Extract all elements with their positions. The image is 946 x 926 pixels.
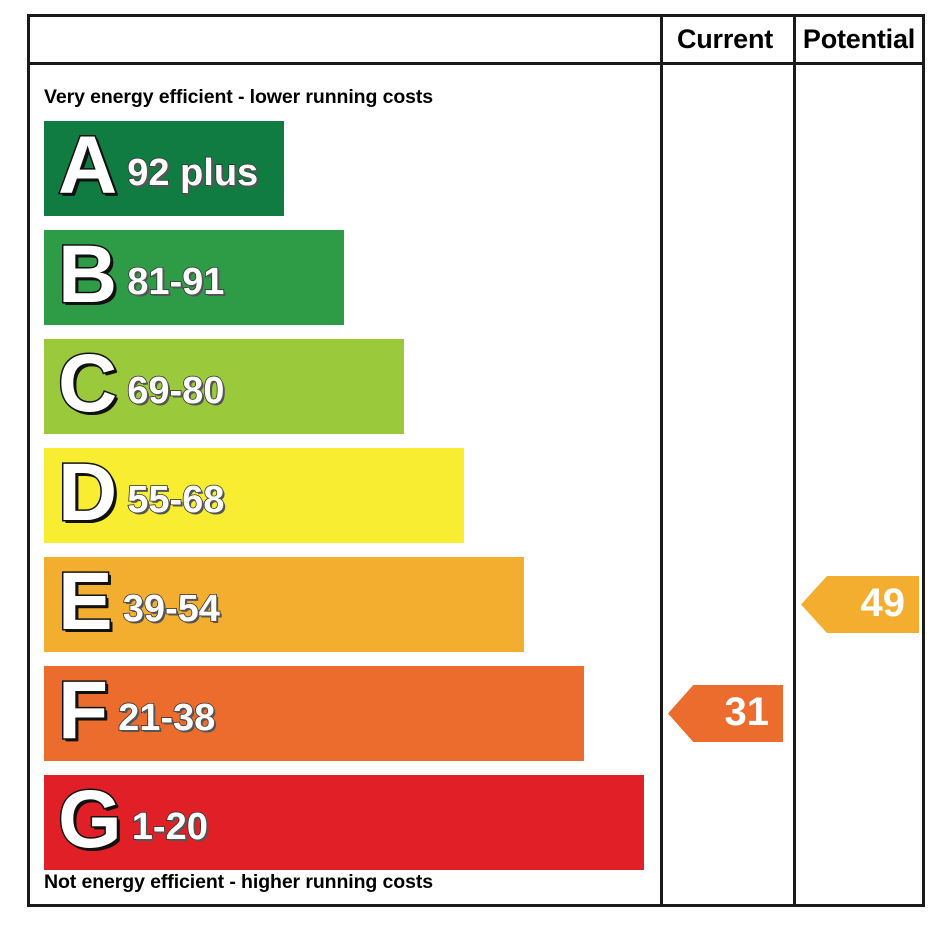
header-blank-cell	[30, 17, 660, 62]
band-letter-e: E	[57, 555, 115, 647]
top-efficiency-note: Very energy efficient - lower running co…	[44, 86, 434, 108]
energy-efficiency-rating-chart: Current Potential Very energy efficient …	[27, 14, 925, 907]
band-letter-c: C	[56, 337, 118, 429]
band-range-b: 81-91	[126, 260, 225, 304]
band-letter-b: B	[56, 228, 118, 320]
band-row-c: C 69-80	[44, 339, 404, 434]
band-letter-f: F	[56, 664, 109, 756]
band-range-c: 69-80	[126, 369, 225, 413]
band-row-b: B 81-91	[44, 230, 344, 325]
header-potential-label: Potential	[802, 24, 916, 54]
bottom-efficiency-note: Not energy efficient - higher running co…	[44, 871, 433, 893]
band-letter-d: D	[56, 446, 118, 538]
band-range-e: 39-54	[122, 587, 221, 631]
column-divider-current	[660, 17, 663, 904]
band-row-f: F 21-38	[44, 666, 584, 761]
rating-bands-panel: Very energy efficient - lower running co…	[30, 65, 660, 904]
column-divider-potential	[793, 17, 796, 904]
band-range-d: 55-68	[126, 478, 225, 522]
potential-rating-value: 49	[860, 581, 906, 625]
band-row-g: G 1-20	[44, 775, 644, 870]
potential-rating-marker: 49	[801, 576, 919, 633]
band-range-f: 21-38	[117, 696, 216, 740]
current-rating-marker: 31	[668, 685, 783, 742]
band-row-d: D 55-68	[44, 448, 464, 543]
band-letter-a: A	[56, 119, 118, 211]
band-range-g: 1-20	[131, 805, 209, 849]
current-rating-value: 31	[724, 690, 770, 734]
band-row-a: A 92 plus	[44, 121, 284, 216]
band-row-e: E 39-54	[44, 557, 524, 652]
band-range-a: 92 plus	[126, 151, 259, 195]
chart-header-row: Current Potential	[30, 17, 922, 65]
band-letter-g: G	[57, 773, 124, 865]
header-current-label: Current	[676, 24, 774, 54]
